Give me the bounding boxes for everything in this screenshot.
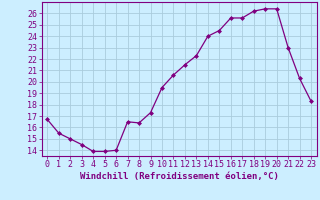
X-axis label: Windchill (Refroidissement éolien,°C): Windchill (Refroidissement éolien,°C) [80,172,279,181]
